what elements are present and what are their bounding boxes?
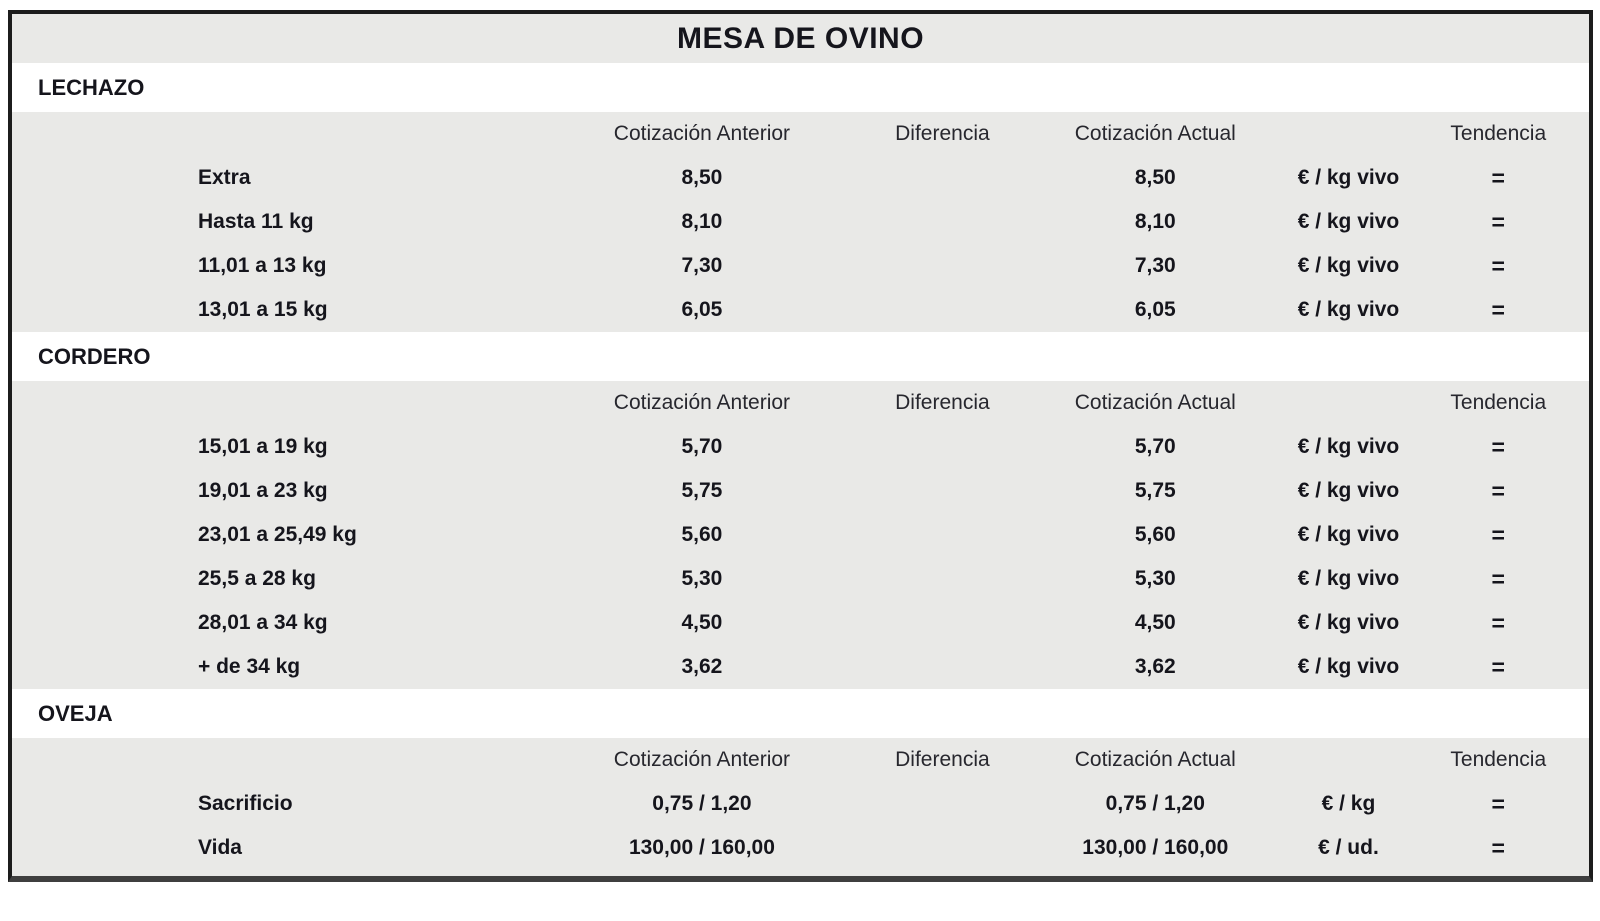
column-header-cotizacion-anterior: Cotización Anterior: [613, 122, 791, 145]
table-row: Extra 8,50 8,50 € / kg vivo =: [12, 156, 1589, 200]
actual-value: 5,30: [1134, 567, 1176, 590]
row-label: Sacrificio: [198, 792, 293, 815]
row-label: 19,01 a 23 kg: [198, 479, 328, 502]
column-header-diferencia: Diferencia: [895, 748, 990, 771]
column-header-cotizacion-actual: Cotización Actual: [1074, 122, 1236, 145]
mesa-de-ovino-table: MESA DE OVINO LECHAZO Cotización Anterior…: [8, 10, 1593, 882]
actual-value: 5,60: [1134, 523, 1176, 546]
section-block-lechazo: Cotización Anterior Diferencia Cotización …: [12, 112, 1589, 332]
column-header-diferencia: Diferencia: [895, 122, 990, 145]
actual-value: 4,50: [1134, 611, 1176, 634]
trend-indicator: =: [1491, 296, 1505, 323]
anterior-value: 8,50: [681, 166, 723, 189]
column-header-diferencia: Diferencia: [895, 391, 990, 414]
column-header-tendencia: Tendencia: [1450, 391, 1547, 414]
trend-indicator: =: [1491, 433, 1505, 460]
trend-indicator: =: [1491, 208, 1505, 235]
actual-value: 7,30: [1134, 254, 1176, 277]
unit-label: € / kg vivo: [1297, 611, 1400, 634]
anterior-value: 4,50: [681, 611, 723, 634]
column-header-cotizacion-actual: Cotización Actual: [1074, 391, 1236, 414]
column-header-row: Cotización Anterior Diferencia Cotización …: [12, 381, 1589, 425]
actual-value: 8,10: [1134, 210, 1176, 233]
unit-label: € / kg vivo: [1297, 567, 1400, 590]
unit-label: € / kg vivo: [1297, 210, 1400, 233]
table-row: 19,01 a 23 kg 5,75 5,75 € / kg vivo =: [12, 469, 1589, 513]
column-header-row: Cotización Anterior Diferencia Cotización …: [12, 112, 1589, 156]
unit-label: € / kg: [1321, 792, 1376, 815]
row-label: 25,5 a 28 kg: [198, 567, 316, 590]
anterior-value: 5,70: [681, 435, 723, 458]
unit-label: € / kg vivo: [1297, 254, 1400, 277]
table-row: 25,5 a 28 kg 5,30 5,30 € / kg vivo =: [12, 557, 1589, 601]
table-row: 23,01 a 25,49 kg 5,60 5,60 € / kg vivo =: [12, 513, 1589, 557]
anterior-value: 8,10: [681, 210, 723, 233]
actual-value: 0,75 / 1,20: [1105, 792, 1205, 815]
row-label: Vida: [198, 836, 242, 859]
unit-label: € / kg vivo: [1297, 166, 1400, 189]
table-row: + de 34 kg 3,62 3,62 € / kg vivo =: [12, 645, 1589, 689]
trend-indicator: =: [1491, 252, 1505, 279]
row-label: 13,01 a 15 kg: [198, 298, 328, 321]
actual-value: 6,05: [1134, 298, 1176, 321]
trend-indicator: =: [1491, 521, 1505, 548]
anterior-value: 5,60: [681, 523, 723, 546]
row-label: + de 34 kg: [198, 655, 301, 678]
trend-indicator: =: [1491, 565, 1505, 592]
table-title: MESA DE OVINO: [12, 14, 1589, 63]
section-header-lechazo: LECHAZO: [12, 63, 1589, 112]
trend-indicator: =: [1491, 790, 1505, 817]
row-label: Hasta 11 kg: [198, 210, 314, 233]
column-header-cotizacion-anterior: Cotización Anterior: [613, 748, 791, 771]
row-label: Extra: [198, 166, 251, 189]
table-row: 28,01 a 34 kg 4,50 4,50 € / kg vivo =: [12, 601, 1589, 645]
table-row: 11,01 a 13 kg 7,30 7,30 € / kg vivo =: [12, 244, 1589, 288]
anterior-value: 130,00 / 160,00: [628, 836, 775, 859]
trend-indicator: =: [1491, 477, 1505, 504]
trend-indicator: =: [1491, 164, 1505, 191]
actual-value: 8,50: [1134, 166, 1176, 189]
anterior-value: 7,30: [681, 254, 723, 277]
unit-label: € / kg vivo: [1297, 523, 1400, 546]
row-label: 28,01 a 34 kg: [198, 611, 328, 634]
table-row: Sacrificio 0,75 / 1,20 0,75 / 1,20 € / kg =: [12, 782, 1589, 826]
unit-label: € / kg vivo: [1297, 655, 1400, 678]
actual-value: 3,62: [1134, 655, 1176, 678]
section-header-cordero: CORDERO: [12, 332, 1589, 381]
column-header-tendencia: Tendencia: [1450, 122, 1547, 145]
anterior-value: 5,30: [681, 567, 723, 590]
column-header-cotizacion-anterior: Cotización Anterior: [613, 391, 791, 414]
column-header-cotizacion-actual: Cotización Actual: [1074, 748, 1236, 771]
unit-label: € / ud.: [1318, 836, 1379, 859]
unit-label: € / kg vivo: [1297, 435, 1400, 458]
anterior-value: 6,05: [681, 298, 723, 321]
table-row: Vida 130,00 / 160,00 130,00 / 160,00 € / ud…: [12, 826, 1589, 870]
row-label: 15,01 a 19 kg: [198, 435, 328, 458]
trend-indicator: =: [1491, 609, 1505, 636]
actual-value: 5,75: [1134, 479, 1176, 502]
column-header-row: Cotización Anterior Diferencia Cotización …: [12, 738, 1589, 782]
section-header-oveja: OVEJA: [12, 689, 1589, 738]
table-row: 13,01 a 15 kg 6,05 6,05 € / kg vivo =: [12, 288, 1589, 332]
table-body: LECHAZO Cotización Anterior Diferencia Coti…: [12, 63, 1589, 876]
trend-indicator: =: [1491, 834, 1505, 861]
column-header-tendencia: Tendencia: [1450, 748, 1547, 771]
section-block-cordero: Cotización Anterior Diferencia Cotización …: [12, 381, 1589, 689]
trend-indicator: =: [1491, 653, 1505, 680]
section-block-oveja: Cotización Anterior Diferencia Cotización …: [12, 738, 1589, 876]
anterior-value: 5,75: [681, 479, 723, 502]
actual-value: 130,00 / 160,00: [1082, 836, 1229, 859]
table-row: Hasta 11 kg 8,10 8,10 € / kg vivo =: [12, 200, 1589, 244]
row-label: 11,01 a 13 kg: [198, 254, 327, 277]
unit-label: € / kg vivo: [1297, 298, 1400, 321]
anterior-value: 0,75 / 1,20: [652, 792, 752, 815]
anterior-value: 3,62: [681, 655, 723, 678]
unit-label: € / kg vivo: [1297, 479, 1400, 502]
row-label: 23,01 a 25,49 kg: [198, 523, 357, 546]
table-row: 15,01 a 19 kg 5,70 5,70 € / kg vivo =: [12, 425, 1589, 469]
actual-value: 5,70: [1134, 435, 1176, 458]
